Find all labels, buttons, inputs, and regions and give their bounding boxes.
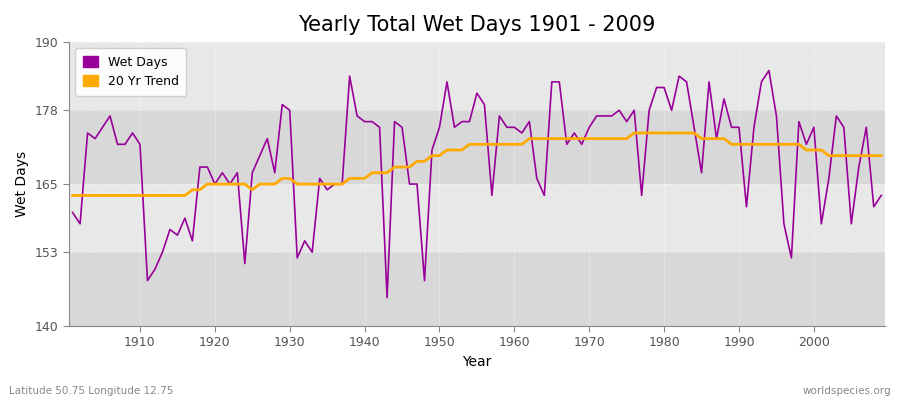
Wet Days [337, 182, 347, 186]
Title: Yearly Total Wet Days 1901 - 2009: Yearly Total Wet Days 1901 - 2009 [298, 15, 655, 35]
Wet Days [292, 256, 302, 260]
20 Yr Trend [629, 130, 640, 135]
20 Yr Trend [501, 142, 512, 147]
Wet Days [382, 295, 392, 300]
Wet Days [509, 125, 520, 130]
Wet Days [607, 114, 617, 118]
Line: 20 Yr Trend: 20 Yr Trend [73, 133, 881, 196]
Legend: Wet Days, 20 Yr Trend: Wet Days, 20 Yr Trend [75, 48, 186, 96]
Text: worldspecies.org: worldspecies.org [803, 386, 891, 396]
Bar [68, 252, 885, 326]
Wet Days [68, 210, 78, 215]
20 Yr Trend [598, 136, 609, 141]
Bar [68, 110, 885, 184]
20 Yr Trend [876, 153, 886, 158]
X-axis label: Year: Year [463, 355, 491, 369]
Wet Days [763, 68, 774, 73]
Wet Days [127, 130, 138, 135]
Wet Days [517, 130, 527, 135]
20 Yr Trend [337, 182, 347, 186]
Line: Wet Days: Wet Days [73, 70, 881, 298]
Text: Latitude 50.75 Longitude 12.75: Latitude 50.75 Longitude 12.75 [9, 386, 174, 396]
Y-axis label: Wet Days: Wet Days [15, 151, 29, 217]
20 Yr Trend [292, 182, 302, 186]
20 Yr Trend [68, 193, 78, 198]
20 Yr Trend [509, 142, 520, 147]
Wet Days [876, 193, 886, 198]
20 Yr Trend [127, 193, 138, 198]
